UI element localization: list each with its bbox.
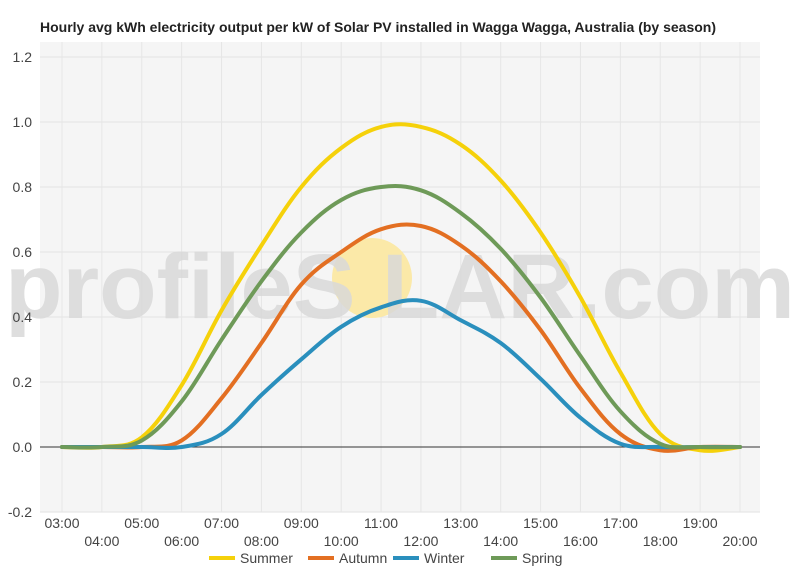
- y-axis-ticks: -0.2 0.0 0.2 0.4 0.6 0.8 1.0 1.2: [8, 49, 32, 520]
- x-tick-label: 13:00: [443, 515, 478, 531]
- chart-title: Hourly avg kWh electricity output per kW…: [40, 19, 717, 35]
- y-tick-label: 0.0: [13, 439, 33, 455]
- y-tick-label: 1.2: [13, 49, 33, 65]
- series-line-winter: [60, 298, 742, 451]
- x-tick-label: 17:00: [603, 515, 638, 531]
- y-tick-label: 1.0: [13, 114, 33, 130]
- x-tick-label: 08:00: [244, 533, 279, 549]
- y-tick-label: 0.2: [13, 374, 33, 390]
- series-line-summer: [60, 122, 742, 453]
- x-tick-label: 07:00: [204, 515, 239, 531]
- x-tick-label: 12:00: [403, 533, 438, 549]
- watermark: profileS LAR.com: [5, 236, 795, 338]
- x-tick-label: 09:00: [284, 515, 319, 531]
- watermark-text: profileS LAR.com: [5, 236, 795, 338]
- x-tick-label: 20:00: [722, 533, 757, 549]
- x-tick-label: 10:00: [324, 533, 359, 549]
- x-tick-label: 19:00: [683, 515, 718, 531]
- x-tick-label: 03:00: [44, 515, 79, 531]
- legend-label-winter: Winter: [424, 550, 465, 566]
- y-tick-label: 0.6: [13, 244, 33, 260]
- x-tick-label: 16:00: [563, 533, 598, 549]
- series-lines: [60, 122, 742, 453]
- grid-lines: [40, 42, 760, 513]
- watermark-sun-icon: [332, 238, 412, 318]
- series-line-spring: [60, 184, 742, 450]
- x-tick-label: 04:00: [84, 533, 119, 549]
- y-tick-label: -0.2: [8, 504, 32, 520]
- x-tick-label: 11:00: [364, 515, 398, 531]
- x-tick-label: 14:00: [483, 533, 518, 549]
- legend-label-spring: Spring: [522, 550, 562, 566]
- legend: Summer Autumn Winter Spring: [209, 550, 562, 566]
- legend-label-autumn: Autumn: [339, 550, 387, 566]
- legend-label-summer: Summer: [240, 550, 293, 566]
- x-axis-ticks: 03:00 04:00 05:00 06:00 07:00 08:00 09:00 10:00…: [44, 515, 757, 549]
- y-tick-label: 0.8: [13, 179, 33, 195]
- x-tick-label: 15:00: [523, 515, 558, 531]
- x-tick-label: 06:00: [164, 533, 199, 549]
- x-tick-label: 05:00: [124, 515, 159, 531]
- y-tick-label: 0.4: [13, 309, 33, 325]
- x-tick-label: 18:00: [643, 533, 678, 549]
- series-line-autumn: [60, 222, 742, 453]
